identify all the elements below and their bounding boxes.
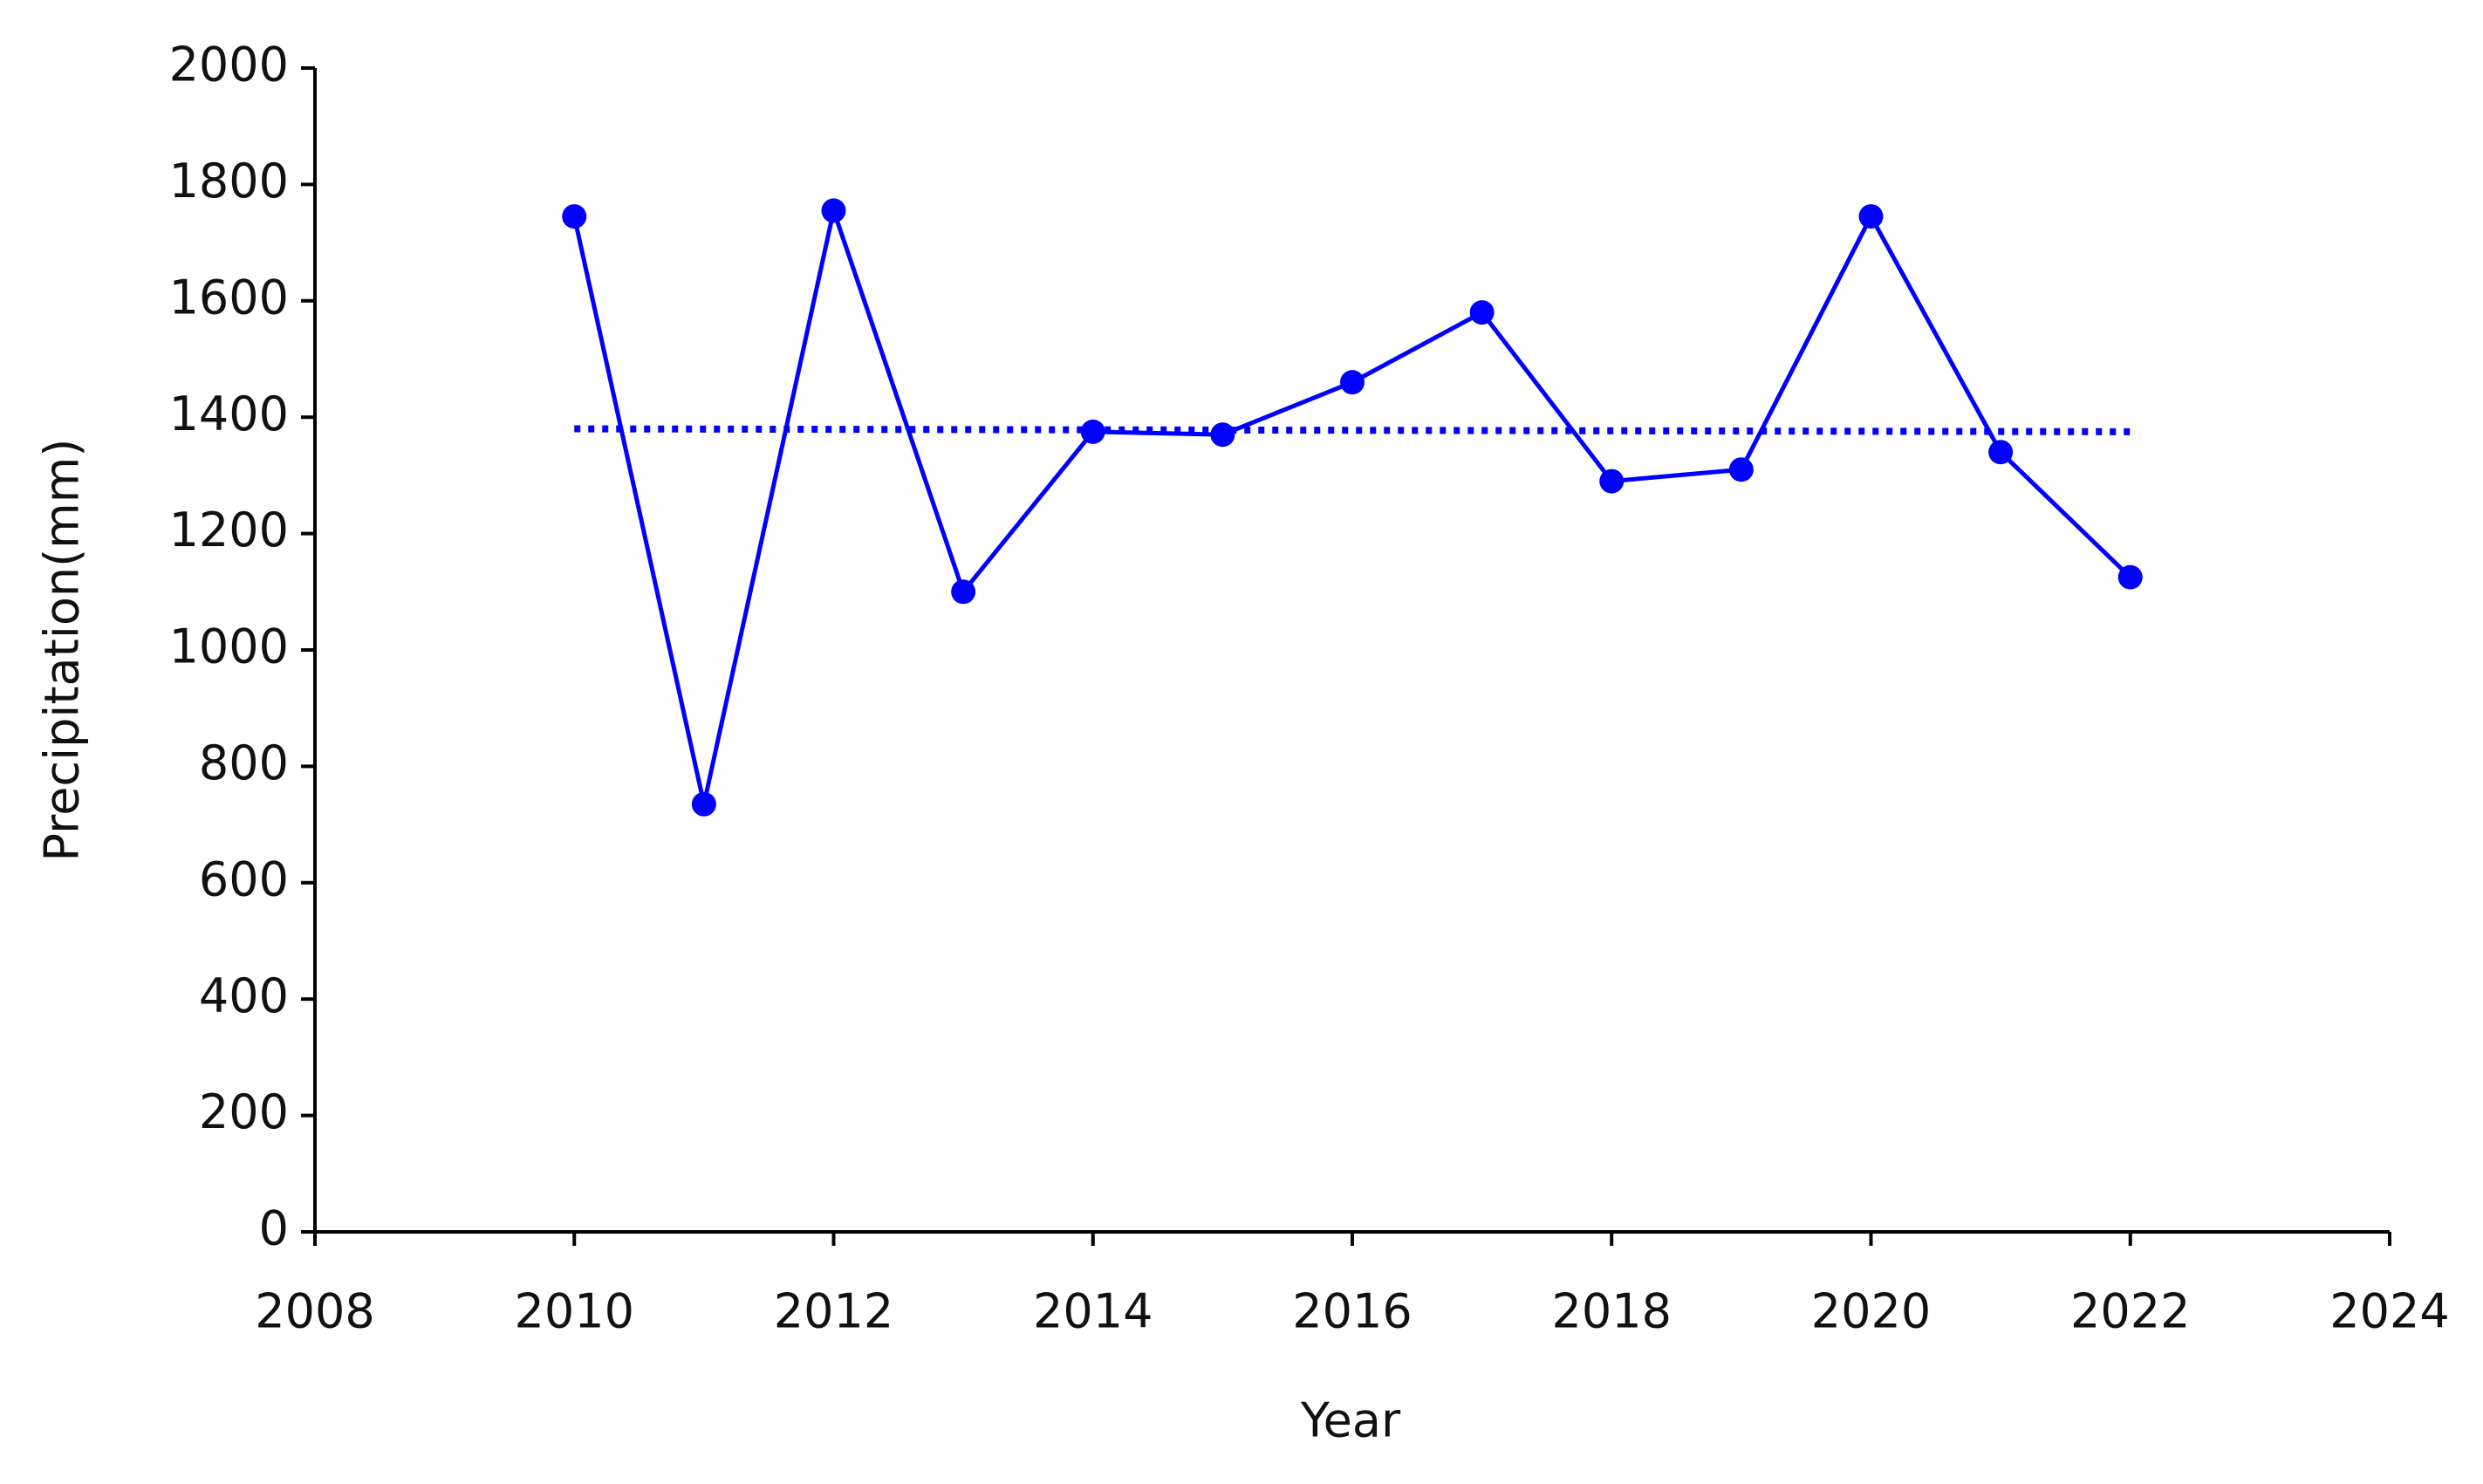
x-tick-label: 2012	[774, 1284, 893, 1339]
y-tick-label: 1400	[169, 386, 289, 441]
x-axis-label: Year	[1300, 1393, 1401, 1448]
data-point	[1728, 457, 1754, 482]
y-tick-label: 1200	[169, 503, 289, 557]
data-point	[691, 791, 716, 817]
y-tick-label: 800	[199, 735, 289, 790]
x-tick-label: 2014	[1033, 1284, 1153, 1339]
x-tick-label: 2024	[2329, 1284, 2449, 1339]
mean-line	[574, 425, 2131, 435]
y-tick-label: 1800	[169, 154, 289, 209]
data-point	[1988, 440, 2014, 465]
y-tick-label: 400	[199, 968, 289, 1023]
y-tick-label: 0	[259, 1201, 289, 1256]
data-point	[821, 198, 846, 223]
data-line	[571, 202, 2132, 805]
y-tick-label: 600	[199, 851, 289, 906]
x-tick-label: 2020	[1811, 1284, 1931, 1339]
x-tick-label: 2022	[2070, 1284, 2190, 1339]
y-tick-label: 1000	[169, 619, 289, 674]
data-point	[562, 204, 587, 229]
x-tick-label: 2016	[1292, 1284, 1412, 1339]
data-point	[2117, 564, 2143, 590]
y-tick-label: 2000	[169, 38, 289, 92]
data-point	[1340, 370, 1365, 395]
data-point	[1858, 204, 1884, 229]
x-tick-label: 2010	[515, 1284, 634, 1339]
data-point	[1469, 300, 1495, 325]
y-tick-label: 200	[199, 1084, 289, 1139]
data-point	[951, 579, 976, 605]
data-point	[1210, 422, 1235, 448]
x-tick-label: 2018	[1552, 1284, 1672, 1339]
x-tick-label: 2008	[255, 1284, 374, 1339]
y-axis-label: Precipitation(mm)	[35, 439, 90, 862]
y-tick-label: 1600	[169, 270, 289, 325]
data-point	[1599, 468, 1625, 494]
